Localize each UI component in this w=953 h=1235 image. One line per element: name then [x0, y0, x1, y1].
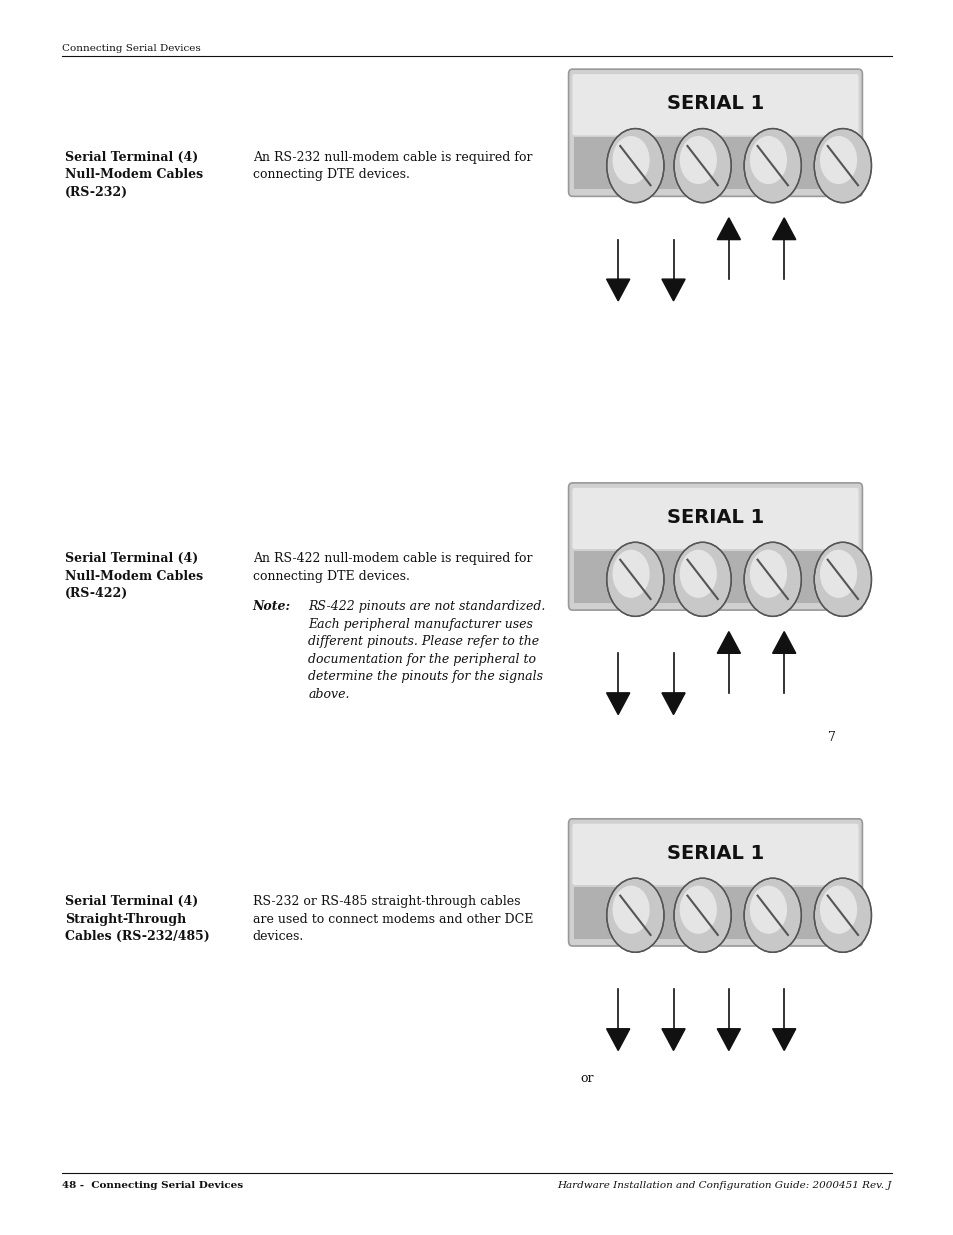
Text: Hardware Installation and Configuration Guide: 2000451 Rev. J: Hardware Installation and Configuration … — [558, 1181, 891, 1189]
Circle shape — [606, 878, 663, 952]
Text: 7: 7 — [827, 731, 835, 745]
Text: Connecting Serial Devices: Connecting Serial Devices — [62, 44, 200, 53]
Circle shape — [673, 542, 731, 616]
Polygon shape — [717, 1029, 740, 1051]
Polygon shape — [661, 279, 684, 301]
Text: Note:: Note: — [253, 600, 291, 614]
Polygon shape — [606, 1029, 629, 1051]
Circle shape — [820, 885, 856, 934]
Circle shape — [673, 878, 731, 952]
Text: SERIAL 1: SERIAL 1 — [666, 508, 763, 526]
Circle shape — [813, 878, 870, 952]
FancyBboxPatch shape — [572, 488, 858, 550]
FancyBboxPatch shape — [568, 69, 862, 196]
Bar — [574, 137, 856, 189]
Polygon shape — [606, 279, 629, 301]
Circle shape — [813, 128, 870, 203]
Text: RS-422 pinouts are not standardized.
Each peripheral manufacturer uses
different: RS-422 pinouts are not standardized. Eac… — [308, 600, 545, 700]
Circle shape — [820, 136, 856, 184]
Text: SERIAL 1: SERIAL 1 — [666, 94, 763, 112]
Text: Serial Terminal (4)
Null-Modem Cables
(RS-422): Serial Terminal (4) Null-Modem Cables (R… — [65, 552, 203, 600]
Polygon shape — [717, 631, 740, 653]
Circle shape — [679, 136, 717, 184]
Circle shape — [673, 128, 731, 203]
Text: 48 -  Connecting Serial Devices: 48 - Connecting Serial Devices — [62, 1181, 243, 1189]
FancyBboxPatch shape — [572, 74, 858, 136]
Polygon shape — [606, 693, 629, 715]
Polygon shape — [772, 217, 795, 240]
FancyBboxPatch shape — [568, 483, 862, 610]
Circle shape — [749, 550, 786, 598]
Circle shape — [679, 885, 717, 934]
Circle shape — [749, 885, 786, 934]
Circle shape — [743, 542, 801, 616]
Polygon shape — [661, 1029, 684, 1051]
Polygon shape — [772, 1029, 795, 1051]
Circle shape — [743, 878, 801, 952]
Circle shape — [743, 128, 801, 203]
Circle shape — [606, 128, 663, 203]
Text: RS-232 or RS-485 straight-through cables
are used to connect modems and other DC: RS-232 or RS-485 straight-through cables… — [253, 895, 533, 944]
Text: SERIAL 1: SERIAL 1 — [666, 844, 763, 862]
Polygon shape — [661, 693, 684, 715]
Text: Serial Terminal (4)
Null-Modem Cables
(RS-232): Serial Terminal (4) Null-Modem Cables (R… — [65, 151, 203, 199]
Circle shape — [612, 885, 649, 934]
Circle shape — [679, 550, 717, 598]
Text: Serial Terminal (4)
Straight-Through
Cables (RS-232/485): Serial Terminal (4) Straight-Through Cab… — [65, 895, 210, 944]
FancyBboxPatch shape — [568, 819, 862, 946]
Circle shape — [820, 550, 856, 598]
Polygon shape — [772, 631, 795, 653]
Circle shape — [612, 550, 649, 598]
Circle shape — [612, 136, 649, 184]
Text: An RS-232 null-modem cable is required for
connecting DTE devices.: An RS-232 null-modem cable is required f… — [253, 151, 532, 182]
Bar — [574, 551, 856, 603]
Circle shape — [813, 542, 870, 616]
Text: An RS-422 null-modem cable is required for
connecting DTE devices.: An RS-422 null-modem cable is required f… — [253, 552, 532, 583]
Circle shape — [749, 136, 786, 184]
FancyBboxPatch shape — [572, 824, 858, 885]
Text: or: or — [579, 1072, 593, 1086]
Polygon shape — [717, 217, 740, 240]
Bar — [574, 887, 856, 939]
Circle shape — [606, 542, 663, 616]
